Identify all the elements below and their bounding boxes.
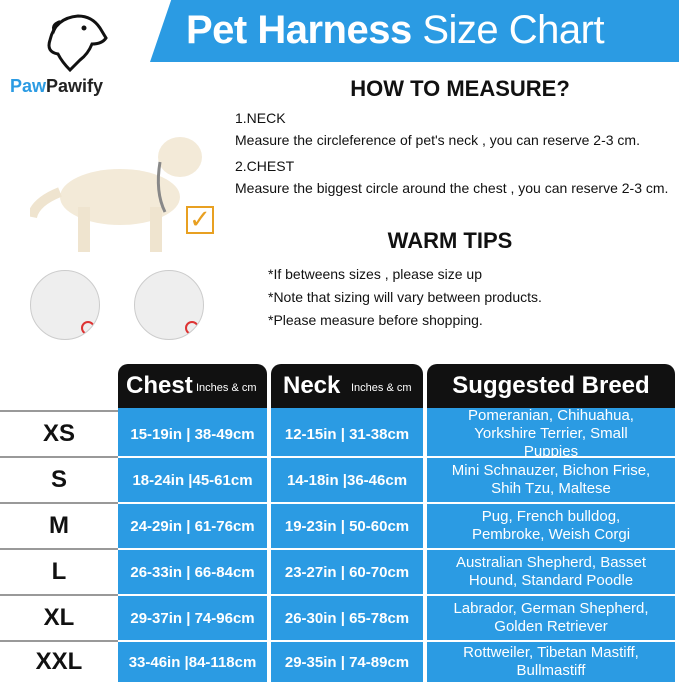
dog-head-logo-icon (47, 14, 108, 72)
page-title: Pet Harness Size Chart (186, 8, 605, 52)
neck-column-header: Neck Inches & cm (271, 364, 423, 412)
size-label: S (50, 466, 67, 493)
row-divider (0, 640, 118, 642)
neck-measurement: 14-18in |36-46cm (271, 458, 423, 502)
chest-measurement: 15-19in | 38-49cm (118, 412, 267, 456)
wrong-fit-chest-image (134, 270, 204, 340)
warm-tips-heading: WARM TIPS (387, 228, 513, 253)
chest-measurement: 18-24in |45-61cm (118, 458, 267, 502)
chest-unit-label: Inches & cm (196, 382, 257, 394)
size-label: M (49, 512, 69, 539)
suggested-breed: Australian Shepherd, Basset Hound, Stand… (427, 550, 675, 594)
row-divider (0, 410, 118, 412)
row-divider (0, 548, 118, 550)
chest-measurement: 24-29in | 61-76cm (118, 504, 267, 548)
neck-header-label: Neck (283, 372, 341, 399)
neck-measurement: 23-27in | 60-70cm (271, 550, 423, 594)
chest-label: 2.CHEST (235, 158, 295, 174)
neck-measurement: 26-30in | 65-78cm (271, 596, 423, 640)
brand-name-part1: Paw (10, 76, 47, 96)
wrong-fit-neck-image (30, 270, 100, 340)
dog-wearing-harness-image (30, 137, 202, 252)
breed-header-label: Suggested Breed (452, 372, 650, 399)
neck-label: 1.NECK (235, 110, 286, 126)
prohibited-icon (81, 321, 95, 335)
row-divider (0, 594, 118, 596)
chest-measurement: 33-46in |84-118cm (118, 642, 267, 682)
neck-measurement: 29-35in | 74-89cm (271, 642, 423, 682)
row-divider (0, 456, 118, 458)
chest-measurement: 29-37in | 74-96cm (118, 596, 267, 640)
brand-name-part2: Pawify (46, 76, 104, 96)
suggested-breed: Labrador, German Shepherd, Golden Retrie… (427, 596, 675, 640)
size-label: XL (43, 604, 75, 631)
breed-column-header: Suggested Breed (427, 364, 675, 412)
neck-unit-label: Inches & cm (351, 382, 412, 394)
size-label: L (51, 558, 67, 585)
neck-measurement: 19-23in | 50-60cm (271, 504, 423, 548)
correct-check-icon: ✓ (186, 206, 214, 234)
size-label: XXL (35, 648, 83, 675)
how-to-heading: HOW TO MEASURE? (350, 76, 570, 101)
row-divider (0, 502, 118, 504)
title-banner: Pet Harness Size Chart (150, 0, 679, 62)
brand-logo: PawPawify (10, 10, 130, 96)
chest-text: Measure the biggest circle around the ch… (235, 180, 669, 196)
chest-header-label: Chest (126, 372, 193, 399)
size-label: XS (42, 420, 75, 447)
tip-item: *If betweens sizes , please size up (268, 266, 483, 282)
suggested-breed: Pomeranian, Chihuahua, Yorkshire Terrier… (427, 407, 675, 460)
chest-column-header: Chest Inches & cm (118, 364, 267, 412)
suggested-breed: Rottweiler, Tibetan Mastiff, Bullmastiff (427, 642, 675, 682)
prohibited-icon (185, 321, 199, 335)
suggested-breed: Mini Schnauzer, Bichon Frise, Shih Tzu, … (427, 458, 675, 502)
tip-item: *Please measure before shopping. (268, 312, 483, 328)
suggested-breed: Pug, French bulldog, Pembroke, Weish Cor… (427, 504, 675, 548)
tip-item: *Note that sizing will vary between prod… (268, 289, 542, 305)
neck-measurement: 12-15in | 31-38cm (271, 412, 423, 456)
neck-text: Measure the circleference of pet's neck … (235, 132, 640, 148)
chest-measurement: 26-33in | 66-84cm (118, 550, 267, 594)
